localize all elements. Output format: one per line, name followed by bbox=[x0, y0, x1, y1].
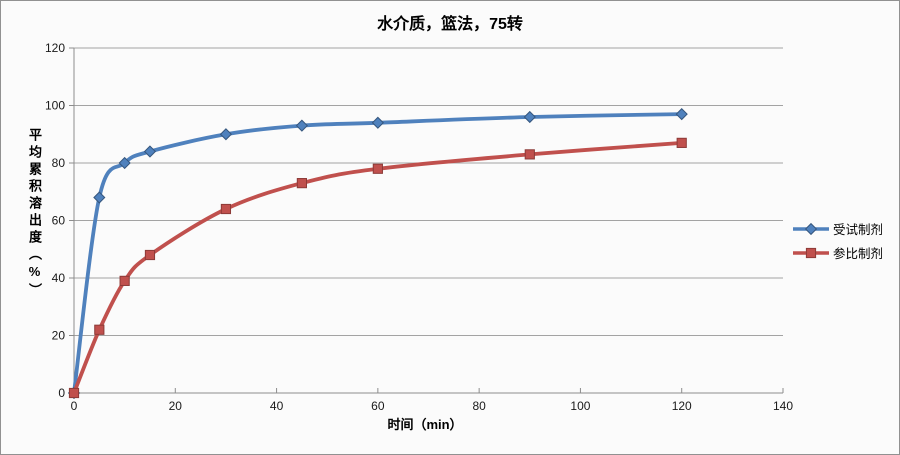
x-tick-label-60: 60 bbox=[371, 399, 385, 413]
y-tick-label-120: 120 bbox=[45, 41, 65, 55]
data-point-s1-x60 bbox=[372, 163, 383, 174]
legend-item-test: 受试制剂 bbox=[792, 219, 883, 238]
data-point-s1-x90 bbox=[524, 149, 535, 160]
legend-marker-reference-icon bbox=[793, 247, 829, 258]
x-axis-title: 时间（min） bbox=[387, 417, 463, 432]
data-point-s1-x45 bbox=[296, 178, 307, 189]
legend-point-1 bbox=[805, 247, 817, 258]
x-tick-label-80: 80 bbox=[472, 399, 486, 413]
x-tick-label-20: 20 bbox=[169, 399, 183, 413]
x-tick-label-40: 40 bbox=[270, 399, 284, 413]
y-tick-label-20: 20 bbox=[52, 329, 66, 343]
data-point-s0-x10 bbox=[118, 156, 131, 170]
series-line-0 bbox=[72, 112, 684, 395]
legend-label-test: 受试制剂 bbox=[833, 223, 884, 237]
data-point-s0-x90 bbox=[523, 110, 536, 124]
data-point-s1-x30 bbox=[220, 203, 232, 215]
x-tick-label-0: 0 bbox=[71, 399, 78, 413]
y-tick-label-100: 100 bbox=[45, 99, 65, 113]
series-line-1 bbox=[72, 141, 684, 395]
data-point-s1-x15 bbox=[144, 249, 156, 261]
legend: 受试制剂 参比制剂 bbox=[792, 219, 883, 262]
data-point-s1-x0 bbox=[68, 387, 80, 399]
data-point-s1-x120 bbox=[676, 137, 687, 148]
x-tick-label-100: 100 bbox=[570, 399, 590, 413]
legend-label-reference: 参比制剂 bbox=[833, 247, 884, 261]
data-point-s1-x5 bbox=[94, 324, 105, 335]
y-tick-label-80: 80 bbox=[52, 156, 66, 170]
legend-marker-test-icon bbox=[793, 222, 829, 235]
y-tick-label-0: 0 bbox=[58, 386, 65, 400]
legend-item-reference: 参比制剂 bbox=[792, 243, 883, 262]
y-tick-label-60: 60 bbox=[52, 214, 66, 228]
data-point-s1-x10 bbox=[119, 275, 130, 286]
data-point-s0-x60 bbox=[371, 116, 384, 129]
x-tick-label-120: 120 bbox=[672, 399, 692, 413]
data-point-s0-x120 bbox=[675, 108, 688, 121]
data-point-s0-x15 bbox=[143, 145, 157, 158]
y-axis-title: 平均累积溶出度（%） bbox=[27, 128, 42, 300]
data-point-s0-x30 bbox=[219, 128, 233, 141]
data-point-s0-x45 bbox=[295, 119, 308, 132]
chart-title: 水介质，篮法，75转 bbox=[377, 16, 523, 33]
legend-point-0 bbox=[804, 222, 818, 235]
x-tick-label-140: 140 bbox=[773, 399, 793, 413]
data-point-s0-x5 bbox=[93, 191, 106, 204]
y-tick-label-40: 40 bbox=[52, 271, 66, 285]
